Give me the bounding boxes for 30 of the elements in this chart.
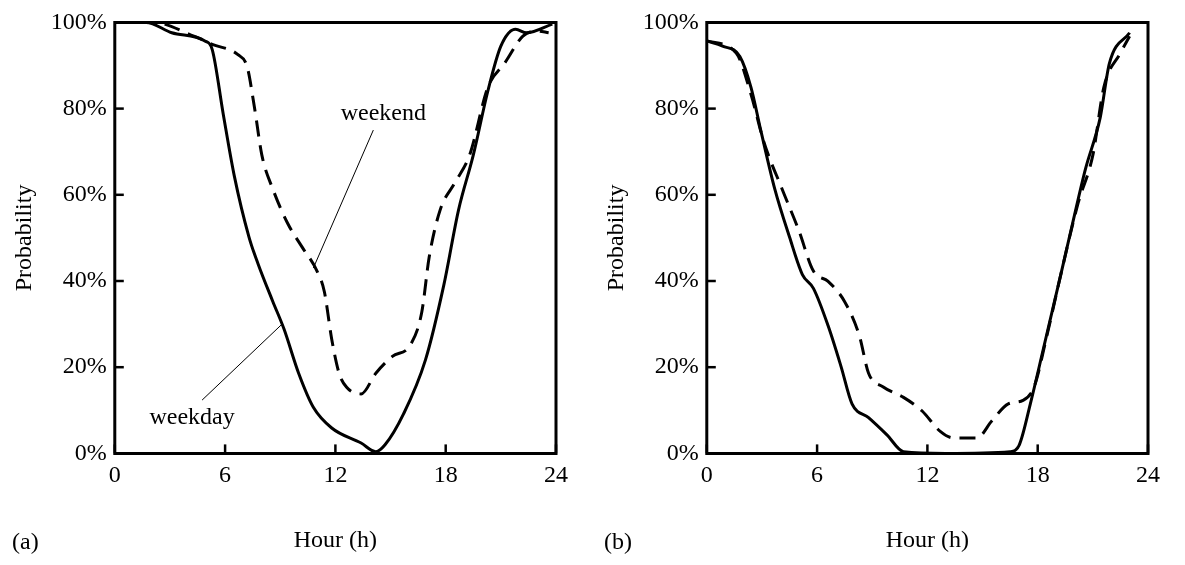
y-axis-title: Probability <box>9 184 36 292</box>
y-tick-label: 40% <box>654 266 699 293</box>
x-axis-title: Hour (h) <box>885 525 970 552</box>
annotation: weekday <box>149 403 235 430</box>
x-tick-label: 24 <box>1136 461 1160 488</box>
annotation: weekend <box>340 99 426 126</box>
x-tick-label: 0 <box>700 461 713 488</box>
y-tick-label: 40% <box>62 266 107 293</box>
y-tick-label: 60% <box>654 180 699 207</box>
x-tick-label: 18 <box>1025 461 1050 488</box>
x-tick-label: 24 <box>544 461 568 488</box>
y-tick-label: 0% <box>74 438 107 465</box>
y-tick-label: 100% <box>642 7 699 34</box>
y-tick-label: 20% <box>62 352 107 379</box>
x-tick-label: 12 <box>323 461 348 488</box>
x-tick-label: 6 <box>219 461 232 488</box>
x-tick-label: 0 <box>108 461 121 488</box>
x-tick-label: 6 <box>811 461 824 488</box>
y-tick-label: 20% <box>654 352 699 379</box>
x-axis-title: Hour (h) <box>293 525 378 552</box>
x-tick-label: 12 <box>915 461 940 488</box>
y-tick-label: 80% <box>654 93 699 120</box>
x-tick-label: 18 <box>433 461 458 488</box>
y-axis-title: Probability <box>601 184 628 292</box>
text: (a) <box>12 528 39 555</box>
y-tick-label: 0% <box>666 438 699 465</box>
y-tick-label: 80% <box>62 93 107 120</box>
y-tick-label: 60% <box>62 180 107 207</box>
y-tick-label: 100% <box>50 7 107 34</box>
text: (b) <box>604 528 632 555</box>
